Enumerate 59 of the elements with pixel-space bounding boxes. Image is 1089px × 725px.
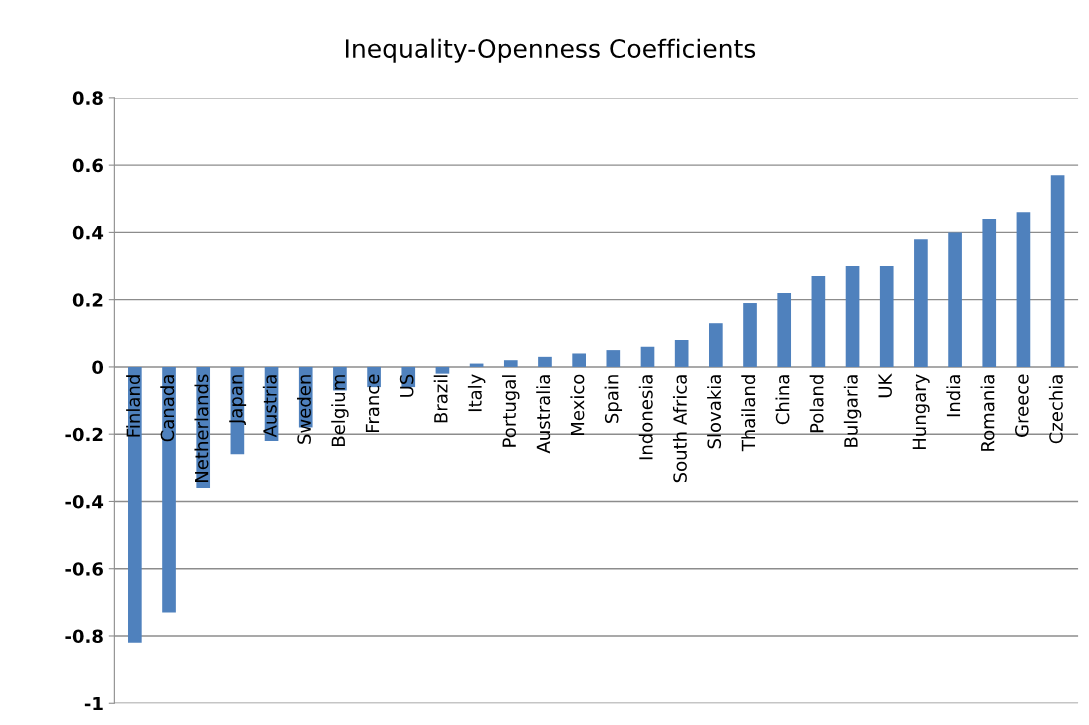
- bar: [709, 323, 723, 367]
- x-tick-label: Netherlands: [194, 374, 209, 482]
- x-tick-label: South Africa: [672, 375, 687, 483]
- y-tick-label: 0: [92, 360, 104, 375]
- x-tick-label: Canada: [160, 375, 175, 442]
- bar: [1050, 175, 1065, 367]
- bar: [777, 292, 792, 367]
- x-tick-label: Greece: [1015, 374, 1029, 437]
- bar: [1016, 212, 1031, 367]
- y-tick-label: -1: [84, 696, 103, 711]
- bar: [879, 266, 894, 367]
- bar: [948, 232, 962, 367]
- bar: [435, 366, 450, 374]
- x-tick-label: Finland: [126, 375, 141, 437]
- bar: [743, 303, 757, 367]
- x-tick-label: Indonesia: [638, 375, 653, 460]
- y-tick-label: -0.2: [65, 427, 103, 442]
- x-tick-label: Mexico: [570, 374, 585, 435]
- x-tick-label: Thailand: [741, 375, 756, 452]
- y-tick-label: 0.8: [72, 91, 103, 105]
- x-tick-label: France: [365, 374, 380, 432]
- x-tick-label: Brazil: [433, 375, 448, 423]
- x-tick-label: UK: [878, 373, 892, 398]
- x-tick-label: US: [399, 374, 414, 397]
- x-tick-label: Belgium: [331, 375, 349, 446]
- x-tick-label: Hungary: [912, 374, 930, 449]
- y-tick-label: 0.6: [72, 158, 103, 173]
- bar: [845, 266, 860, 367]
- x-tick-label: Bulgaria: [843, 375, 862, 447]
- y-tick-label: -0.8: [65, 629, 103, 644]
- bar: [914, 239, 928, 367]
- x-tick-label: Sweden: [296, 375, 311, 444]
- bar: [811, 276, 826, 367]
- bar: [674, 340, 689, 367]
- x-tick-label: Poland: [809, 375, 824, 433]
- chart-title: Inequality-Openness Coefficients: [345, 38, 756, 63]
- x-tick-label: China: [775, 375, 790, 425]
- x-tick-label: Romania: [980, 375, 995, 451]
- x-tick-label: Spain: [604, 375, 623, 423]
- bar: [572, 353, 586, 367]
- x-tick-label: India: [946, 375, 961, 417]
- y-tick-label: 0.2: [72, 293, 103, 307]
- bar: [640, 346, 655, 367]
- x-tick-label: Japan: [229, 375, 247, 425]
- x-tick-label: Czechia: [1048, 375, 1063, 444]
- bar: [162, 366, 176, 613]
- x-tick-label: Italy: [467, 374, 486, 412]
- bar: [503, 360, 518, 367]
- y-tick-label: -0.4: [65, 494, 104, 509]
- bar: [128, 366, 142, 643]
- x-tick-label: Slovakia: [707, 375, 722, 449]
- x-tick-label: Portugal: [502, 375, 520, 447]
- x-tick-label: Austria: [262, 375, 277, 438]
- bar: [538, 356, 552, 367]
- bar: [606, 350, 621, 367]
- x-tick-label: Australia: [536, 375, 551, 454]
- y-tick-label: -0.6: [65, 562, 103, 576]
- y-tick-label: 0.4: [72, 225, 104, 240]
- bar: [982, 218, 997, 367]
